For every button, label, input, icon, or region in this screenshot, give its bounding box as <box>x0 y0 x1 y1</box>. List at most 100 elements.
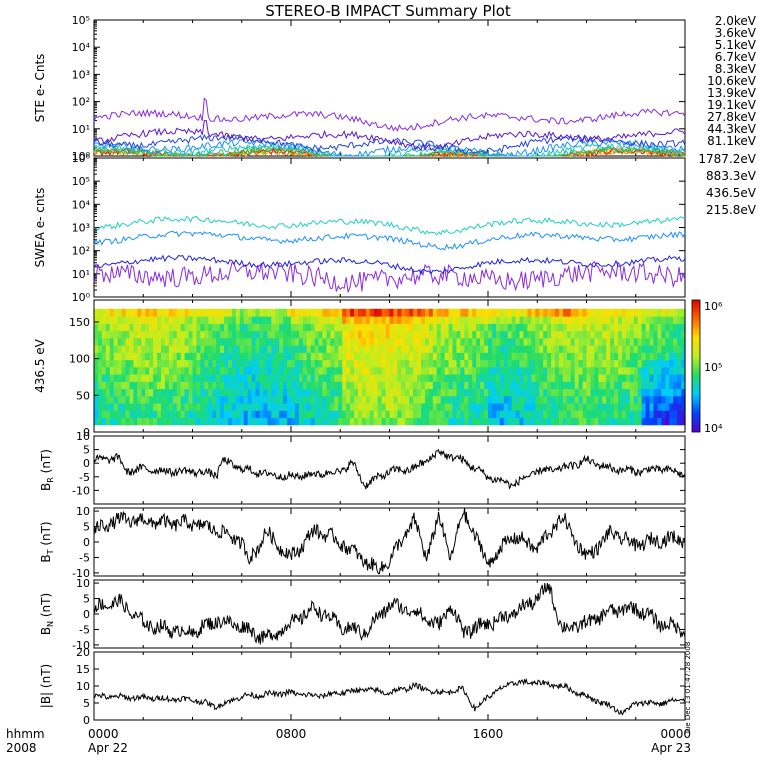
heatmap-cell <box>318 388 324 397</box>
heatmap-cell <box>491 395 497 404</box>
heatmap-cell <box>145 330 150 339</box>
heatmap-cell <box>255 330 261 339</box>
heatmap-cell <box>578 395 584 404</box>
heatmap-cell <box>176 402 182 411</box>
heatmap-cell <box>105 388 111 397</box>
heatmap-cell <box>109 402 115 411</box>
trace-br <box>93 448 686 490</box>
heatmap-cell <box>417 345 422 353</box>
legend-item-8.3keV: 8.3keV <box>715 62 757 76</box>
heatmap-cell <box>216 366 221 375</box>
heatmap-cell <box>413 417 418 426</box>
heatmap-cell <box>381 395 387 404</box>
heatmap-cell <box>330 381 335 390</box>
heatmap-cell <box>149 352 154 361</box>
heatmap-cell <box>105 381 111 390</box>
heatmap-cell <box>160 308 166 317</box>
heatmap-cell <box>204 316 209 324</box>
heatmap-cell <box>539 345 544 353</box>
heatmap-cell <box>160 395 166 404</box>
heatmap-cell <box>153 388 158 397</box>
legend-item-3.6keV: 3.6keV <box>715 26 757 40</box>
heatmap-cell <box>330 337 335 346</box>
heatmap-cell <box>306 410 312 419</box>
heatmap-cell <box>326 359 331 368</box>
heatmap-cell <box>220 366 225 375</box>
heatmap-cell <box>298 308 304 317</box>
ytick-label: 10² <box>72 96 90 109</box>
heatmap-cell <box>125 417 131 426</box>
heatmap-cell <box>101 402 107 411</box>
heatmap-cell <box>310 308 316 317</box>
heatmap-cell <box>586 337 592 346</box>
heatmap-cell <box>389 410 395 419</box>
heatmap-cell <box>101 330 107 339</box>
heatmap-cell <box>669 417 674 426</box>
heatmap-cell <box>220 323 225 332</box>
heatmap-cell <box>621 337 627 346</box>
heatmap-cell <box>255 373 261 382</box>
heatmap-cell <box>460 373 465 382</box>
heatmap-cell <box>164 337 170 346</box>
heatmap-cell <box>468 359 473 368</box>
heatmap-cell <box>495 366 501 375</box>
heatmap-cell <box>570 323 576 332</box>
heatmap-cell <box>381 345 387 353</box>
heatmap-cell <box>247 381 253 390</box>
heatmap-cell <box>633 352 639 361</box>
heatmap-cell <box>200 388 205 397</box>
heatmap-cell <box>393 330 398 339</box>
heatmap-cell <box>566 395 572 404</box>
heatmap-cell <box>145 308 150 317</box>
heatmap-cell <box>306 359 312 368</box>
heatmap-cell <box>633 316 639 324</box>
heatmap-cell <box>346 330 351 339</box>
heatmap-cell <box>291 388 296 397</box>
heatmap-cell <box>507 352 513 361</box>
heatmap-cell <box>558 395 564 404</box>
heatmap-cell <box>369 366 375 375</box>
heatmap-cell <box>101 352 107 361</box>
heatmap-cell <box>657 337 662 346</box>
ytick-label: 5 <box>83 521 90 534</box>
heatmap-cells <box>94 308 686 426</box>
heatmap-cell <box>397 373 402 382</box>
heatmap-cell <box>484 410 489 419</box>
heatmap-cell <box>381 402 387 411</box>
heatmap-cell <box>472 359 477 368</box>
heatmap-cell <box>637 323 643 332</box>
heatmap-cell <box>405 402 410 411</box>
heatmap-cell <box>385 417 391 426</box>
legend-item-1787.2eV: 1787.2eV <box>698 152 756 166</box>
heatmap-cell <box>113 330 119 339</box>
panel-frame-bn <box>93 579 686 649</box>
heatmap-cell <box>168 417 174 426</box>
heatmap-cell <box>141 337 146 346</box>
heatmap-cell <box>472 417 477 426</box>
heatmap-cell <box>432 359 438 368</box>
heatmap-cell <box>681 381 686 390</box>
heatmap-cell <box>476 316 481 324</box>
heatmap-cell <box>255 352 261 361</box>
heatmap-cell <box>125 352 131 361</box>
heatmap-cell <box>401 323 406 332</box>
heatmap-cell <box>271 373 276 382</box>
heatmap-cell <box>452 373 458 382</box>
heatmap-cell <box>566 410 572 419</box>
heatmap-cell <box>681 373 686 382</box>
heatmap-cell <box>488 345 493 353</box>
heatmap-cell <box>247 388 253 397</box>
heatmap-cell <box>176 308 182 317</box>
heatmap-cell <box>133 316 138 324</box>
heatmap-cell <box>661 366 666 375</box>
heatmap-cell <box>401 417 406 426</box>
heatmap-cell <box>255 323 261 332</box>
heatmap-cell <box>377 381 383 390</box>
heatmap-cell <box>637 316 643 324</box>
heatmap-cell <box>283 352 288 361</box>
heatmap-cell <box>275 410 280 419</box>
heatmap-cell <box>255 402 261 411</box>
heatmap-cell <box>208 323 213 332</box>
heatmap-cell <box>310 337 316 346</box>
heatmap-cell <box>436 316 442 324</box>
